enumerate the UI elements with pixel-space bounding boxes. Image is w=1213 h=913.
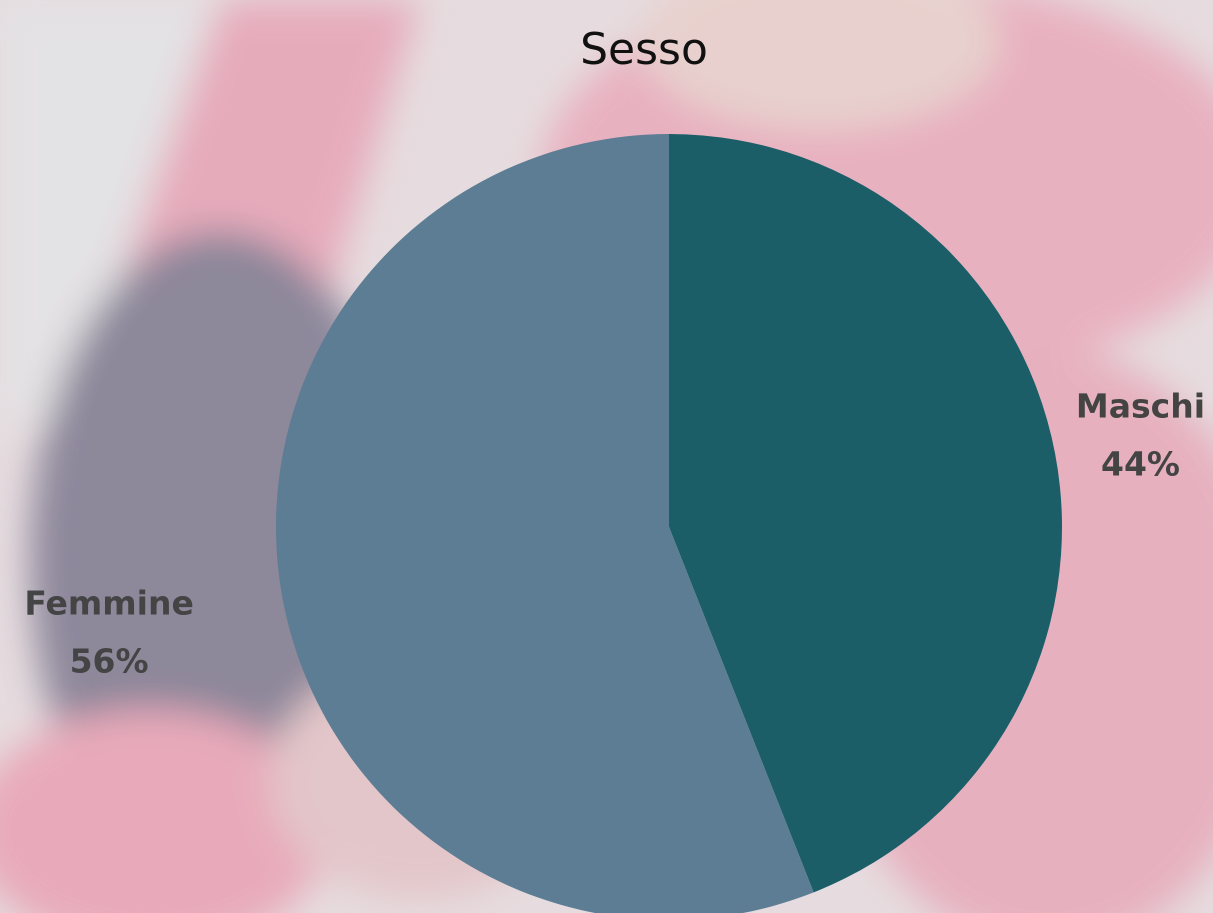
pie-slice [669, 134, 1062, 893]
slice-value-label: 56% [70, 641, 149, 680]
slice-label: Femmine [24, 583, 194, 622]
slice-label: Maschi [1076, 387, 1205, 426]
pie-slice [276, 134, 814, 913]
slice-value-label: 44% [1101, 445, 1180, 484]
pie [276, 134, 1062, 913]
chart-title: Sesso [580, 24, 708, 75]
